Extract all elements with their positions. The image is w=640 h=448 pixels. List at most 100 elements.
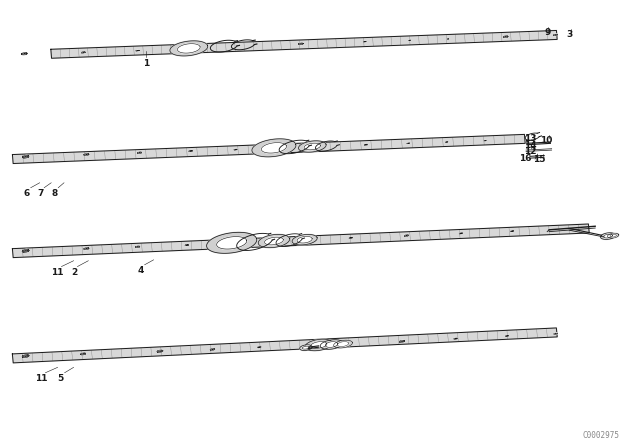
- Polygon shape: [320, 340, 343, 349]
- Polygon shape: [84, 154, 89, 155]
- Polygon shape: [138, 152, 141, 153]
- Text: 8: 8: [51, 189, 58, 198]
- Polygon shape: [298, 141, 326, 152]
- Polygon shape: [23, 355, 28, 357]
- Polygon shape: [234, 149, 237, 150]
- Polygon shape: [81, 353, 86, 355]
- Polygon shape: [81, 353, 86, 355]
- Polygon shape: [259, 234, 289, 248]
- Polygon shape: [139, 152, 140, 153]
- Polygon shape: [252, 139, 296, 157]
- Polygon shape: [607, 233, 619, 238]
- Polygon shape: [349, 237, 353, 238]
- Polygon shape: [610, 234, 616, 237]
- Polygon shape: [22, 355, 29, 358]
- Polygon shape: [404, 235, 408, 237]
- Polygon shape: [177, 44, 200, 53]
- Polygon shape: [157, 350, 163, 353]
- Polygon shape: [298, 43, 303, 45]
- Text: 11: 11: [51, 268, 64, 277]
- Polygon shape: [85, 154, 88, 155]
- Polygon shape: [454, 338, 458, 339]
- Polygon shape: [297, 237, 312, 243]
- Polygon shape: [217, 237, 246, 249]
- Polygon shape: [22, 53, 27, 55]
- Polygon shape: [554, 34, 557, 35]
- Polygon shape: [158, 350, 162, 352]
- Polygon shape: [455, 338, 456, 339]
- Polygon shape: [82, 353, 84, 354]
- Polygon shape: [304, 143, 321, 150]
- Polygon shape: [138, 152, 141, 154]
- Polygon shape: [137, 246, 138, 247]
- Polygon shape: [404, 235, 408, 237]
- Polygon shape: [399, 340, 404, 342]
- Polygon shape: [407, 143, 410, 144]
- Polygon shape: [24, 250, 27, 251]
- Text: 2: 2: [71, 268, 77, 277]
- Text: 6: 6: [24, 189, 30, 198]
- Polygon shape: [600, 233, 616, 239]
- Polygon shape: [136, 246, 140, 248]
- Polygon shape: [399, 340, 404, 342]
- Polygon shape: [85, 248, 88, 249]
- Polygon shape: [23, 53, 26, 54]
- Polygon shape: [81, 52, 85, 53]
- Polygon shape: [81, 52, 85, 53]
- Polygon shape: [82, 52, 84, 53]
- Polygon shape: [211, 349, 214, 350]
- Text: 12: 12: [524, 147, 536, 156]
- Polygon shape: [22, 53, 27, 55]
- Polygon shape: [409, 40, 410, 41]
- Polygon shape: [24, 356, 27, 357]
- Polygon shape: [24, 156, 27, 157]
- Polygon shape: [159, 351, 161, 352]
- Polygon shape: [554, 333, 557, 334]
- Text: 11: 11: [35, 374, 48, 383]
- Polygon shape: [310, 341, 327, 349]
- Polygon shape: [259, 347, 260, 348]
- Polygon shape: [554, 34, 557, 36]
- Text: 16: 16: [518, 154, 531, 163]
- Polygon shape: [364, 144, 368, 145]
- Polygon shape: [23, 250, 28, 252]
- Polygon shape: [25, 156, 26, 157]
- Polygon shape: [257, 347, 261, 348]
- Polygon shape: [84, 154, 89, 155]
- Polygon shape: [22, 53, 26, 54]
- Polygon shape: [186, 245, 188, 246]
- Polygon shape: [400, 341, 404, 342]
- Polygon shape: [484, 140, 486, 141]
- Polygon shape: [401, 341, 403, 342]
- Text: 9: 9: [544, 28, 550, 37]
- Polygon shape: [350, 237, 351, 238]
- Polygon shape: [51, 30, 557, 58]
- Polygon shape: [511, 231, 513, 232]
- Polygon shape: [305, 339, 332, 351]
- Polygon shape: [459, 233, 463, 234]
- Polygon shape: [22, 355, 29, 358]
- Polygon shape: [555, 34, 556, 35]
- Polygon shape: [22, 250, 29, 252]
- Text: 10: 10: [540, 136, 553, 145]
- Polygon shape: [170, 41, 208, 56]
- Polygon shape: [212, 349, 213, 350]
- Text: 3: 3: [566, 30, 573, 39]
- Polygon shape: [22, 155, 29, 158]
- Polygon shape: [365, 144, 367, 145]
- Polygon shape: [554, 333, 557, 334]
- Polygon shape: [337, 342, 349, 346]
- Polygon shape: [505, 36, 506, 37]
- Polygon shape: [25, 250, 26, 251]
- Polygon shape: [207, 233, 257, 253]
- Polygon shape: [300, 43, 302, 44]
- Polygon shape: [364, 41, 366, 42]
- Polygon shape: [302, 346, 310, 349]
- Polygon shape: [555, 333, 556, 334]
- Polygon shape: [157, 350, 163, 352]
- Polygon shape: [211, 349, 214, 350]
- Polygon shape: [325, 342, 338, 347]
- Polygon shape: [83, 52, 84, 53]
- Polygon shape: [299, 43, 303, 45]
- Polygon shape: [554, 34, 557, 35]
